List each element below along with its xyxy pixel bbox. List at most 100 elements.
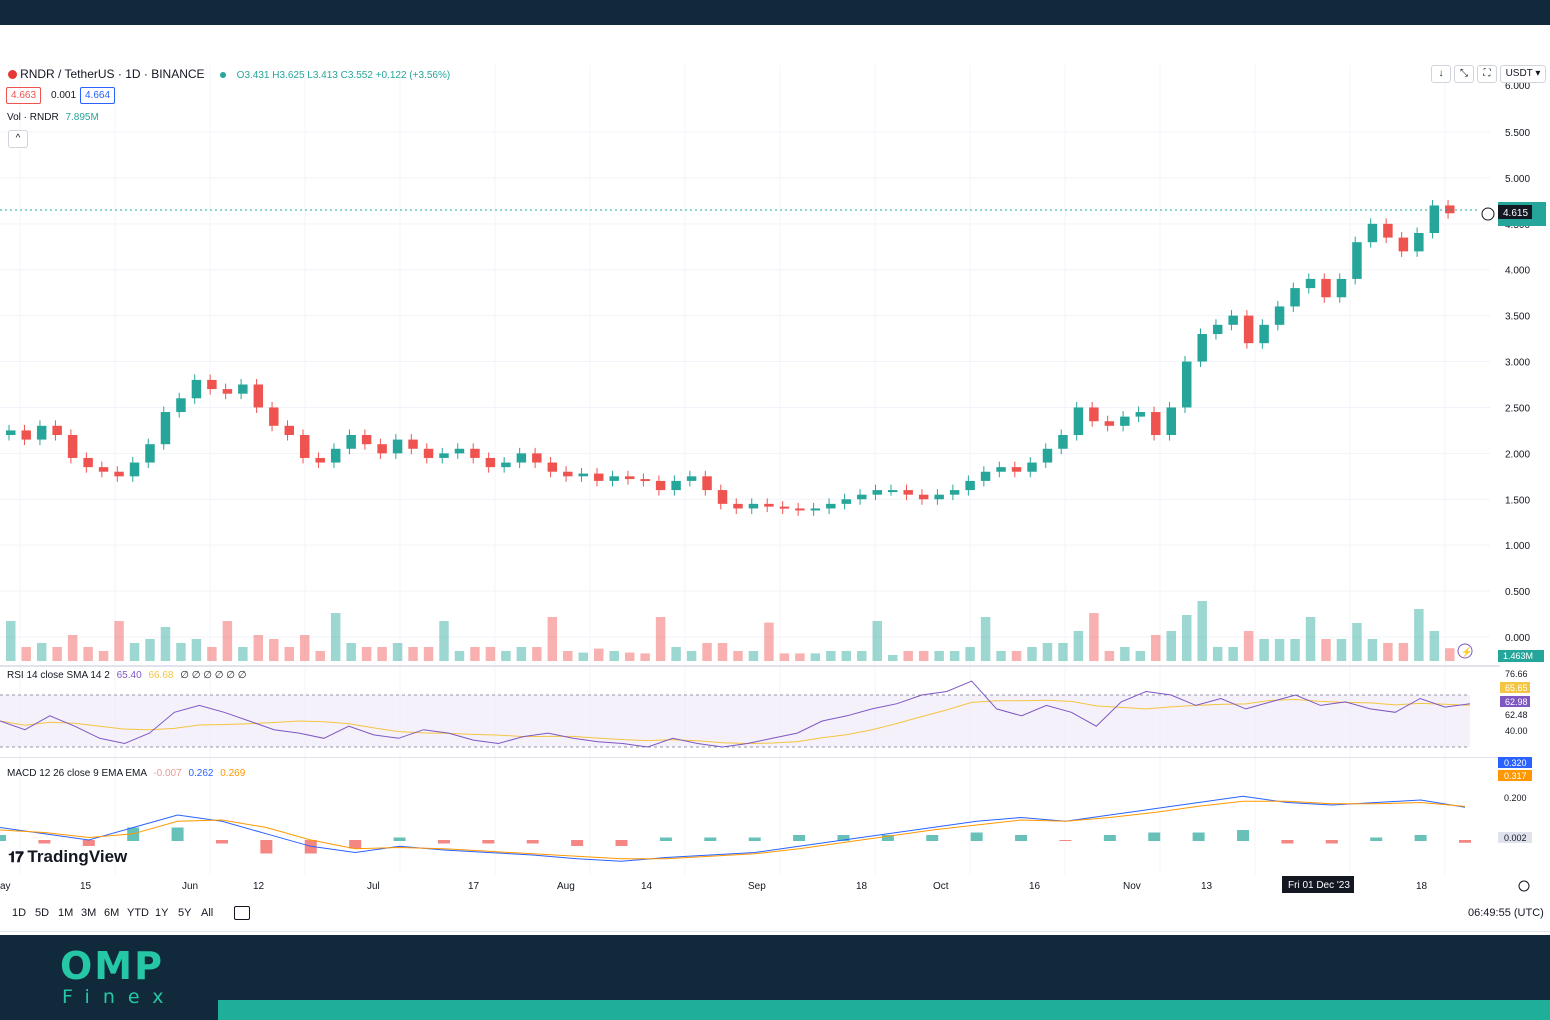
rsi-label[interactable]: RSI 14 close SMA 14 2 [7, 670, 110, 681]
candle-body [423, 448, 434, 458]
range-1y[interactable]: 1Y [155, 907, 169, 919]
calendar-icon[interactable] [234, 906, 250, 920]
volume-label: Vol · RNDR [7, 112, 59, 123]
pane-separator-rsi [0, 757, 1500, 758]
macd-hist-bar [1015, 835, 1028, 841]
brand-logo: OMP [60, 944, 164, 988]
volume-bar [284, 647, 294, 661]
candle-body [1212, 324, 1223, 334]
candle-body [1367, 223, 1378, 243]
volume-bar [980, 617, 991, 661]
download-button[interactable]: ↓ [1431, 65, 1451, 83]
range-1m[interactable]: 1M [58, 907, 74, 919]
candle-body [655, 480, 666, 491]
volume-bar [903, 651, 913, 661]
rsi-tag-bg [1500, 682, 1530, 693]
volume-bar [996, 651, 1006, 661]
volume-bar [918, 651, 929, 661]
candle-body [253, 384, 264, 408]
price-tick: 4.000 [1505, 266, 1530, 277]
candle-body [52, 425, 62, 435]
candle-body [733, 503, 743, 509]
buy-button[interactable]: 4.664 [80, 87, 116, 104]
candle-body [1383, 223, 1393, 238]
expand-button[interactable]: ⤡ [1454, 65, 1474, 83]
volume-bar [702, 643, 712, 661]
volume-bar [686, 651, 697, 661]
candle-body [501, 462, 511, 468]
candle-body [1445, 205, 1455, 214]
volume-bar [841, 651, 852, 661]
rsi-line [0, 680, 1471, 748]
volume-bar [1182, 615, 1192, 661]
time-tick: 15 [80, 881, 92, 892]
last-price-inner [1498, 205, 1532, 219]
volume-bar [1166, 631, 1176, 661]
spread-value: 0.001 [51, 90, 77, 101]
top-banner [0, 0, 1550, 25]
volume-legend: Vol · RNDR 7.895M [7, 112, 99, 123]
range-ytd[interactable]: YTD [127, 907, 149, 919]
candle-body [640, 479, 650, 482]
ohlc-values: O3.431 H3.625 L3.413 C3.552 +0.122 (+3.5… [236, 70, 451, 81]
range-5d[interactable]: 5D [35, 907, 50, 919]
candle-body [1058, 435, 1068, 449]
brand-sub: Finex [62, 986, 177, 1008]
volume-bar [779, 653, 790, 661]
macd-tag-bg [1498, 770, 1532, 781]
volume-value: 7.895M [65, 112, 99, 123]
candle-body [1429, 205, 1440, 233]
candle-body [547, 462, 558, 472]
candle-body [83, 457, 93, 468]
settings-icon[interactable] [1518, 880, 1530, 892]
symbol-title[interactable]: RNDR / TetherUS · 1D · BINANCE [20, 67, 205, 81]
volume-bar [1243, 631, 1254, 661]
time-tick: 12 [253, 881, 265, 892]
tradingview-chart[interactable]: 6.0005.5005.0004.5004.0003.5003.0002.500… [0, 25, 1550, 935]
range-3m[interactable]: 3M [81, 907, 97, 919]
macd-hist-bar [659, 837, 672, 841]
volume-bar [547, 617, 558, 661]
lightning-glyph: ⚡ [1461, 646, 1472, 658]
macd-hist-bar [38, 840, 51, 844]
macd-label[interactable]: MACD 12 26 close 9 EMA EMA [7, 768, 147, 779]
currency-select[interactable]: USDT ▾ [1500, 65, 1546, 83]
chart-svg[interactable]: 6.0005.5005.0004.5004.0003.5003.0002.500… [0, 25, 1550, 935]
time-tick: Nov [1123, 881, 1141, 892]
macd-hist-value: -0.007 [153, 768, 182, 779]
sell-button[interactable]: 4.663 [6, 87, 42, 104]
time-tick: 14 [641, 881, 653, 892]
candle-body [578, 473, 588, 477]
fullscreen-button[interactable]: ⛶ [1477, 65, 1497, 83]
candle-body [207, 379, 217, 390]
price-tick: 2.500 [1505, 403, 1530, 414]
macd-line [0, 795, 1466, 862]
price-tick: 0.500 [1505, 587, 1530, 598]
volume-bar [594, 648, 604, 661]
time-tick: Oct [933, 881, 949, 892]
footer-accent-stripe [218, 1000, 1550, 1020]
rsi-tick: 62.48 [1505, 710, 1528, 720]
macd-hist-bar [926, 835, 939, 841]
volume-bar [810, 653, 821, 661]
range-1d[interactable]: 1D [12, 907, 27, 919]
range-5y[interactable]: 5Y [178, 907, 192, 919]
volume-bar [733, 651, 743, 661]
lightning-icon[interactable] [1457, 643, 1473, 659]
time-axis: ay 15 Jun 12 Jul 17 Aug 14 Sep 18 Oct 16 Nov 13 18 [0, 881, 1428, 892]
candle-body [67, 435, 78, 458]
volume-bar [1151, 635, 1161, 661]
range-6m[interactable]: 6M [104, 907, 120, 919]
candle-body [191, 379, 202, 399]
volume-bar [949, 651, 960, 661]
collapse-legend-button[interactable]: ^ [8, 130, 28, 148]
volume-bar [129, 643, 140, 661]
volume-bar [98, 651, 109, 661]
candle-body [748, 503, 759, 509]
macd-tag-bg [1498, 757, 1532, 768]
volume-bar [114, 621, 124, 661]
volume-bar [1212, 647, 1223, 661]
volume-bar [1259, 639, 1269, 661]
range-all[interactable]: All [201, 907, 214, 919]
add-alert-icon[interactable] [1481, 207, 1495, 221]
